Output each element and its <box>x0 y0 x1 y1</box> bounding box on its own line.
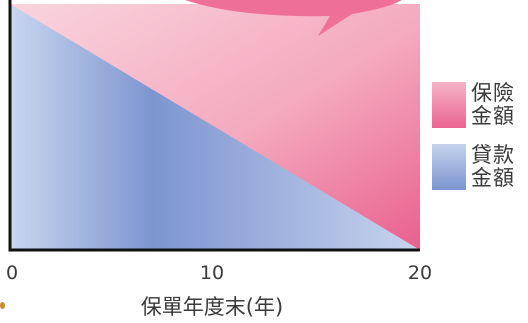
x-tick-label-20: 20 <box>407 262 433 284</box>
legend-swatch-loan <box>432 144 466 190</box>
legend-label-insurance: 保險金額 <box>471 81 515 128</box>
legend-item-loan: 貸款金額 <box>432 142 528 192</box>
x-axis-label: 保單年度末(年) <box>140 295 284 319</box>
area-loan-amount <box>10 4 420 250</box>
legend-swatch-insurance <box>432 82 466 128</box>
x-tick-label-10: 10 <box>199 262 225 284</box>
legend-item-insurance: 保險金額 <box>432 80 528 130</box>
bullet-dot <box>0 302 5 309</box>
legend: 保險金額 貸款金額 <box>432 80 528 204</box>
x-tick-label-0: 0 <box>5 262 19 284</box>
speech-bubble <box>185 0 402 36</box>
legend-label-loan: 貸款金額 <box>471 143 515 190</box>
